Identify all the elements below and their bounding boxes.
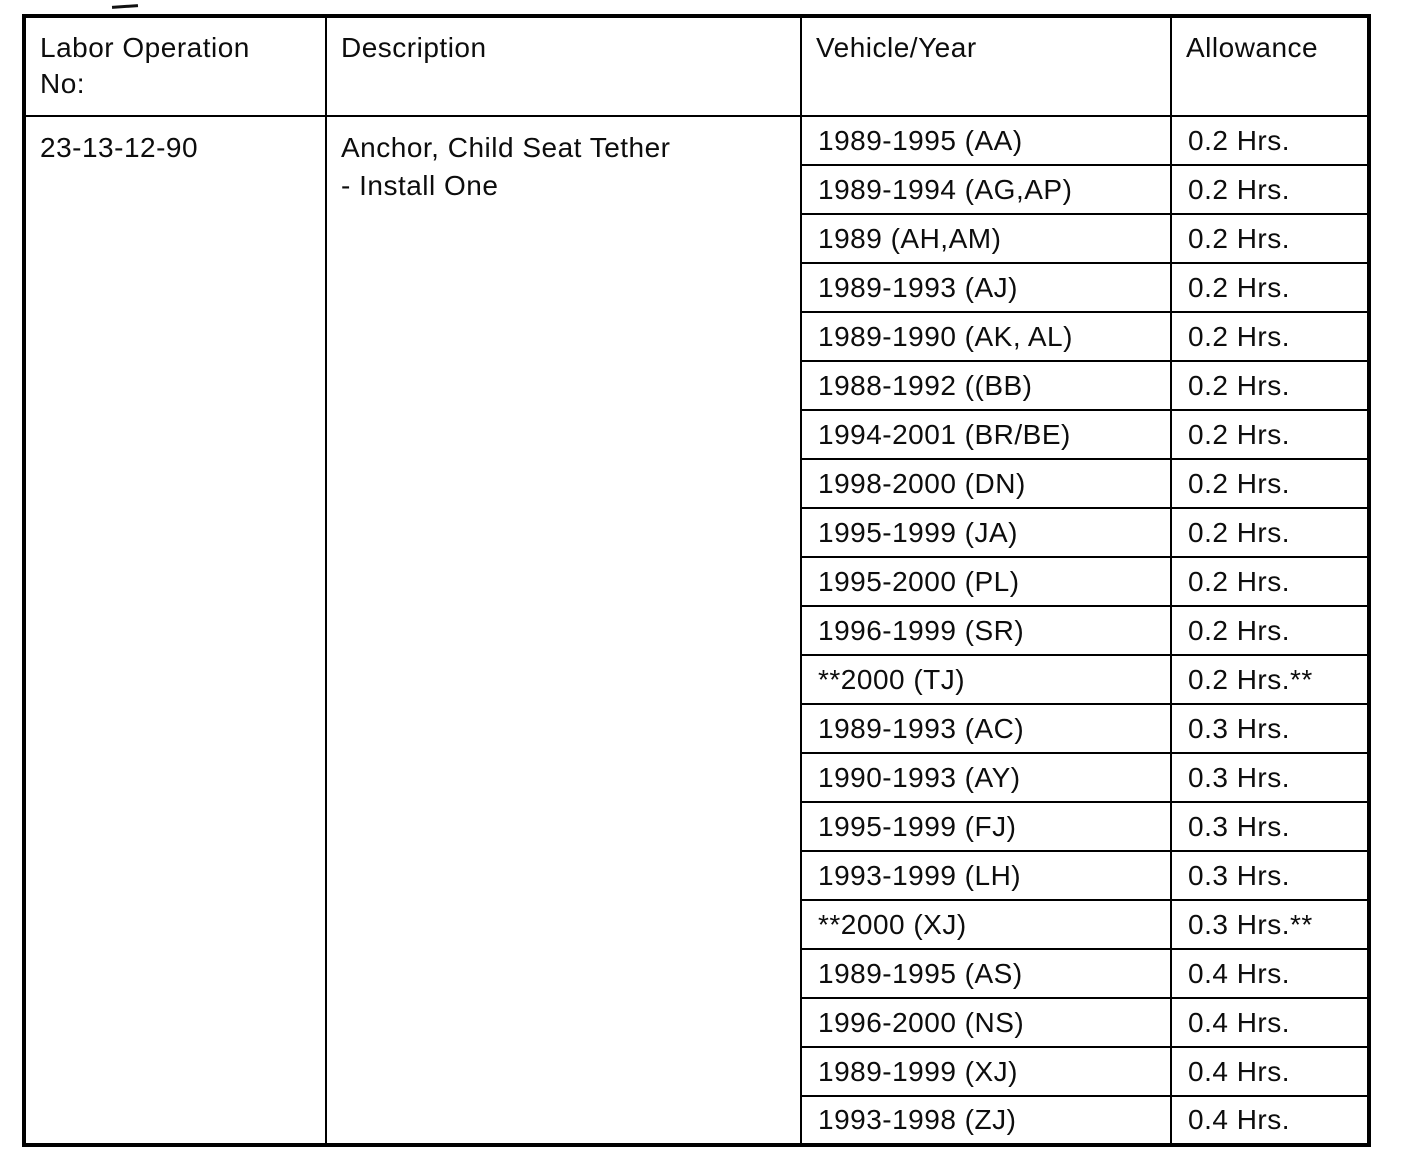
table-row: 1989-1995 (AS) 0.4 Hrs. bbox=[24, 948, 1370, 999]
table-row: 1995-1999 (JA) 0.2 Hrs. bbox=[24, 507, 1370, 558]
vehicle-year-cell: 1989 (AH,AM) bbox=[800, 213, 1172, 264]
allowance-cell: 0.4 Hrs. bbox=[1170, 997, 1370, 1048]
vehicle-year-cell: 1993-1998 (ZJ) bbox=[800, 1095, 1172, 1146]
vehicle-year-cell: **2000 (XJ) bbox=[800, 899, 1172, 950]
table-row: 1993-1999 (LH) 0.3 Hrs. bbox=[24, 850, 1370, 901]
table-row: 1996-1999 (SR) 0.2 Hrs. bbox=[24, 605, 1370, 656]
table-row: 1989-1999 (XJ) 0.4 Hrs. bbox=[24, 1046, 1370, 1097]
vehicle-year-cell: 1995-2000 (PL) bbox=[800, 556, 1172, 607]
table-row: 1989-1993 (AJ) 0.2 Hrs. bbox=[24, 262, 1370, 313]
table-header: Labor Operation No: Description Vehicle/… bbox=[23, 15, 1370, 117]
labor-allowance-table: Labor Operation No: Description Vehicle/… bbox=[22, 14, 1371, 1147]
header-row: Labor Operation No: Description Vehicle/… bbox=[23, 15, 1370, 117]
vehicle-year-cell: 1988-1992 ((BB) bbox=[800, 360, 1172, 411]
vehicle-year-cell: 1995-1999 (JA) bbox=[800, 507, 1172, 558]
description-cell: Anchor, Child Seat Tether - Install One bbox=[325, 115, 802, 1146]
allowance-cell: 0.2 Hrs. bbox=[1170, 115, 1370, 166]
allowance-cell: 0.3 Hrs. bbox=[1170, 850, 1370, 901]
table-row: 1993-1998 (ZJ) 0.4 Hrs. bbox=[24, 1095, 1370, 1146]
allowance-cell: 0.2 Hrs.** bbox=[1170, 654, 1370, 705]
vehicle-year-cell: 1989-1993 (AJ) bbox=[800, 262, 1172, 313]
allowance-cell: 0.2 Hrs. bbox=[1170, 556, 1370, 607]
vehicle-year-cell: 1996-1999 (SR) bbox=[800, 605, 1172, 656]
table-row: 1989-1994 (AG,AP) 0.2 Hrs. bbox=[24, 164, 1370, 215]
vehicle-year-cell: 1989-1995 (AA) bbox=[800, 115, 1172, 166]
allowance-cell: 0.2 Hrs. bbox=[1170, 458, 1370, 509]
allowance-cell: 0.2 Hrs. bbox=[1170, 262, 1370, 313]
vehicle-year-cell: 1989-1994 (AG,AP) bbox=[800, 164, 1172, 215]
vehicle-year-cell: **2000 (TJ) bbox=[800, 654, 1172, 705]
table-row: 1995-2000 (PL) 0.2 Hrs. bbox=[24, 556, 1370, 607]
scan-artifact bbox=[111, 4, 139, 9]
vehicle-year-cell: 1996-2000 (NS) bbox=[800, 997, 1172, 1048]
allowance-cell: 0.2 Hrs. bbox=[1170, 311, 1370, 362]
allowance-cell: 0.2 Hrs. bbox=[1170, 409, 1370, 460]
labor-operation-no-cell: 23-13-12-90 bbox=[23, 115, 327, 1146]
table-body: 23-13-12-90 Anchor, Child Seat Tether - I… bbox=[23, 115, 1370, 1146]
header-allowance: Allowance bbox=[1170, 15, 1370, 117]
allowance-cell: 0.3 Hrs. bbox=[1170, 752, 1370, 803]
allowance-cell: 0.3 Hrs. bbox=[1170, 703, 1370, 754]
allowance-cell: 0.4 Hrs. bbox=[1170, 948, 1370, 999]
table-row: 1989 (AH,AM) 0.2 Hrs. bbox=[24, 213, 1370, 264]
table-row: 1989-1993 (AC) 0.3 Hrs. bbox=[24, 703, 1370, 754]
vehicle-year-cell: 1989-1999 (XJ) bbox=[800, 1046, 1172, 1097]
header-vehicle-year: Vehicle/Year bbox=[800, 15, 1172, 117]
table-row: **2000 (XJ) 0.3 Hrs.** bbox=[24, 899, 1370, 950]
document-page: Labor Operation No: Description Vehicle/… bbox=[22, 14, 1371, 1147]
allowance-cell: 0.2 Hrs. bbox=[1170, 213, 1370, 264]
allowance-cell: 0.2 Hrs. bbox=[1170, 605, 1370, 656]
allowance-cell: 0.3 Hrs.** bbox=[1170, 899, 1370, 950]
allowance-cell: 0.2 Hrs. bbox=[1170, 164, 1370, 215]
table-row: 1988-1992 ((BB) 0.2 Hrs. bbox=[24, 360, 1370, 411]
table-row: 1989-1990 (AK, AL) 0.2 Hrs. bbox=[24, 311, 1370, 362]
header-description: Description bbox=[325, 15, 802, 117]
table-row: 1996-2000 (NS) 0.4 Hrs. bbox=[24, 997, 1370, 1048]
allowance-cell: 0.2 Hrs. bbox=[1170, 360, 1370, 411]
allowance-cell: 0.4 Hrs. bbox=[1170, 1095, 1370, 1146]
vehicle-year-cell: 1995-1999 (FJ) bbox=[800, 801, 1172, 852]
allowance-cell: 0.2 Hrs. bbox=[1170, 507, 1370, 558]
vehicle-year-cell: 1998-2000 (DN) bbox=[800, 458, 1172, 509]
table-row: 1994-2001 (BR/BE) 0.2 Hrs. bbox=[24, 409, 1370, 460]
vehicle-year-cell: 1989-1993 (AC) bbox=[800, 703, 1172, 754]
table-row: 1990-1993 (AY) 0.3 Hrs. bbox=[24, 752, 1370, 803]
table-row: 1998-2000 (DN) 0.2 Hrs. bbox=[24, 458, 1370, 509]
vehicle-year-cell: 1989-1990 (AK, AL) bbox=[800, 311, 1172, 362]
allowance-cell: 0.3 Hrs. bbox=[1170, 801, 1370, 852]
vehicle-year-cell: 1990-1993 (AY) bbox=[800, 752, 1172, 803]
header-labor-operation-no: Labor Operation No: bbox=[23, 15, 327, 117]
vehicle-year-cell: 1993-1999 (LH) bbox=[800, 850, 1172, 901]
allowance-cell: 0.4 Hrs. bbox=[1170, 1046, 1370, 1097]
vehicle-year-cell: 1989-1995 (AS) bbox=[800, 948, 1172, 999]
table-row: 23-13-12-90 Anchor, Child Seat Tether - I… bbox=[23, 115, 1370, 1146]
vehicle-year-cell: 1994-2001 (BR/BE) bbox=[800, 409, 1172, 460]
table-row: **2000 (TJ) 0.2 Hrs.** bbox=[24, 654, 1370, 705]
table-row: 1995-1999 (FJ) 0.3 Hrs. bbox=[24, 801, 1370, 852]
